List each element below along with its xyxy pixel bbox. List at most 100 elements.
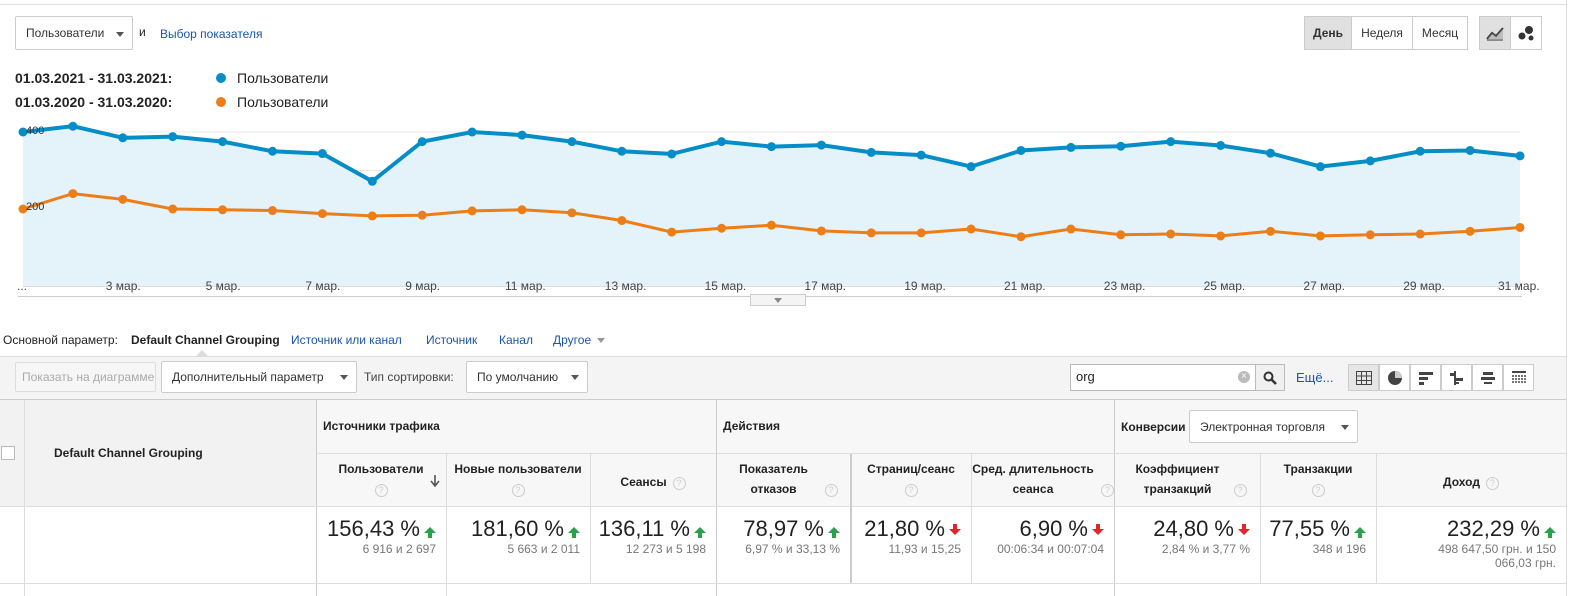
point-2021[interactable] [317, 149, 327, 159]
column-header[interactable]: Показатель отказов? [716, 459, 850, 499]
help-icon[interactable]: ? [1485, 477, 1499, 490]
conversion-type-dropdown[interactable]: Электронная торговля [1189, 410, 1358, 443]
point-2020[interactable] [218, 205, 228, 215]
help-icon[interactable]: ? [1101, 484, 1114, 497]
point-2020[interactable] [1216, 231, 1226, 241]
point-2020[interactable] [966, 224, 976, 234]
point-2021[interactable] [18, 127, 28, 137]
point-2021[interactable] [1166, 137, 1176, 147]
point-2020[interactable] [1116, 230, 1126, 240]
point-2021[interactable] [467, 127, 477, 137]
metric-dropdown[interactable]: Пользователи [15, 16, 133, 50]
point-2021[interactable] [517, 130, 527, 140]
point-2021[interactable] [268, 146, 277, 156]
dimension-source-medium[interactable]: Источник или канал [291, 333, 402, 347]
point-2020[interactable] [1266, 226, 1275, 236]
help-icon[interactable]: ? [1311, 484, 1325, 497]
column-header[interactable]: Транзакции? [1260, 459, 1376, 499]
point-2020[interactable] [567, 208, 577, 218]
point-2020[interactable] [367, 211, 377, 221]
point-2020[interactable] [1465, 226, 1475, 236]
search-input[interactable]: org × [1070, 364, 1256, 391]
column-header[interactable]: Доход? [1376, 472, 1566, 492]
point-2021[interactable] [1216, 140, 1226, 150]
point-2021[interactable] [966, 162, 976, 172]
view-comparison-button[interactable] [1441, 364, 1472, 391]
dimension-source[interactable]: Источник [426, 333, 478, 347]
point-2020[interactable] [866, 228, 876, 238]
point-2021[interactable] [1315, 162, 1325, 172]
secondary-dimension-dropdown[interactable]: Дополнительный параметр [161, 361, 357, 393]
motion-chart-button[interactable] [1510, 16, 1542, 50]
point-2021[interactable] [916, 150, 926, 160]
point-2020[interactable] [317, 209, 327, 219]
period-day-button[interactable]: День [1304, 16, 1352, 50]
point-2020[interactable] [667, 227, 677, 237]
point-2021[interactable] [617, 146, 627, 156]
column-header[interactable]: Сред. длительность сеанса? [971, 459, 1114, 499]
chart-collapse-handle[interactable] [750, 294, 806, 306]
dimension-other[interactable]: Другое [553, 333, 592, 347]
view-pivot-button[interactable] [1503, 364, 1534, 391]
view-table-button[interactable] [1348, 364, 1379, 391]
point-2021[interactable] [1465, 145, 1475, 155]
point-2021[interactable] [567, 137, 577, 147]
point-2021[interactable] [168, 132, 178, 142]
help-icon[interactable]: ? [374, 484, 388, 497]
point-2021[interactable] [1116, 141, 1126, 151]
sort-arrow-icon[interactable] [430, 474, 440, 490]
help-icon[interactable]: ? [1233, 484, 1247, 497]
clear-icon[interactable]: × [1238, 371, 1250, 383]
point-2021[interactable] [367, 176, 377, 186]
point-2020[interactable] [268, 206, 277, 216]
point-2020[interactable] [617, 216, 627, 226]
line-chart-button[interactable] [1479, 16, 1511, 50]
period-week-button[interactable]: Неделя [1351, 16, 1413, 50]
point-2021[interactable] [218, 137, 228, 147]
more-options-link[interactable]: Ещё... [1296, 370, 1334, 385]
point-2020[interactable] [1415, 229, 1425, 239]
point-2020[interactable] [916, 228, 926, 238]
point-2020[interactable] [168, 204, 178, 214]
point-2020[interactable] [1315, 231, 1325, 241]
view-performance-button[interactable] [1410, 364, 1441, 391]
sort-type-dropdown[interactable]: По умолчанию [466, 361, 588, 393]
point-2020[interactable] [1515, 222, 1525, 232]
point-2021[interactable] [118, 133, 128, 143]
point-2020[interactable] [467, 206, 477, 216]
point-2020[interactable] [68, 189, 78, 199]
point-2021[interactable] [667, 149, 677, 159]
point-2021[interactable] [717, 137, 727, 147]
dimension-medium[interactable]: Канал [499, 333, 533, 347]
point-2020[interactable] [1166, 229, 1176, 239]
search-button[interactable] [1255, 364, 1285, 391]
point-2020[interactable] [816, 226, 826, 236]
point-2021[interactable] [417, 137, 427, 147]
column-header[interactable]: Сеансы? [590, 472, 716, 492]
point-2021[interactable] [1266, 148, 1275, 158]
help-icon[interactable]: ? [511, 484, 525, 497]
point-2021[interactable] [1365, 156, 1375, 166]
point-2020[interactable] [517, 205, 527, 215]
column-header[interactable]: Новые пользователи? [446, 459, 590, 499]
period-month-button[interactable]: Месяц [1412, 16, 1468, 50]
point-2020[interactable] [1365, 230, 1375, 240]
help-icon[interactable]: ? [824, 484, 838, 497]
point-2021[interactable] [1515, 151, 1525, 161]
point-2020[interactable] [18, 204, 28, 214]
point-2020[interactable] [1066, 224, 1076, 234]
point-2021[interactable] [866, 147, 876, 157]
plot-rows-button[interactable]: Показать на диаграмме [15, 362, 156, 392]
point-2021[interactable] [68, 121, 78, 131]
point-2021[interactable] [767, 142, 776, 152]
column-header[interactable]: Страниц/сеанс? [851, 459, 971, 499]
point-2021[interactable] [1415, 146, 1425, 156]
point-2020[interactable] [417, 210, 427, 220]
help-icon[interactable]: ? [904, 484, 918, 497]
column-header[interactable]: Пользователи? [316, 459, 446, 499]
point-2021[interactable] [1066, 142, 1076, 152]
point-2020[interactable] [767, 220, 776, 230]
choose-metric-link[interactable]: Выбор показателя [160, 27, 263, 41]
select-all-checkbox[interactable] [1, 446, 15, 460]
point-2021[interactable] [816, 140, 826, 150]
